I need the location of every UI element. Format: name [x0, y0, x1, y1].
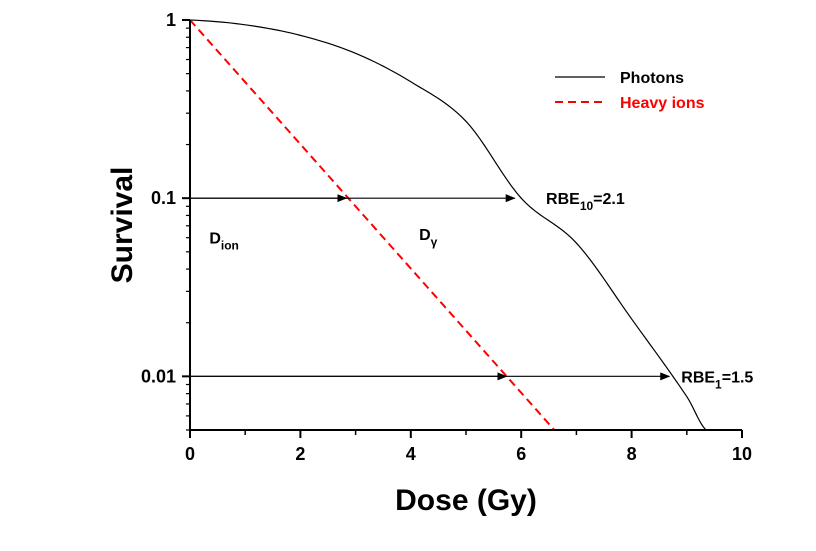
legend-label-photons: Photons	[620, 70, 684, 87]
arrow-layer	[190, 194, 671, 381]
x-tick-label: 6	[516, 444, 526, 464]
x-tick-label: 8	[627, 444, 637, 464]
y-tick-label: 0.1	[151, 188, 176, 208]
x-tick-label: 0	[185, 444, 195, 464]
annotation-rbe1: RBE1=1.5	[681, 369, 753, 391]
series-line-photons	[189, 19, 707, 431]
x-tick-label: 4	[406, 444, 416, 464]
series-line-heavy-ions	[189, 19, 556, 431]
annotation-rbe10: RBE10=2.1	[546, 191, 625, 213]
legend-label-heavy-ions: Heavy ions	[620, 95, 705, 112]
x-tick-label: 10	[732, 444, 752, 464]
annotation-layer: Dion Dγ RBE10=2.1 RBE1=1.5	[209, 191, 753, 391]
x-tick-label: 2	[295, 444, 305, 464]
y-tick-label: 1	[166, 10, 176, 30]
y-tick-label: 0.01	[141, 366, 176, 386]
annotation-d-ion: Dion	[209, 231, 239, 253]
axes-layer: 0 2 4 6 8 10 1 0.1 0.01	[141, 10, 752, 464]
legend: Photons Heavy ions	[555, 70, 705, 112]
series-layer	[189, 19, 707, 431]
y-axis-title: Survival	[106, 167, 139, 284]
annotation-d-gamma: Dγ	[419, 227, 438, 249]
x-axis-title: Dose (Gy)	[395, 484, 537, 517]
